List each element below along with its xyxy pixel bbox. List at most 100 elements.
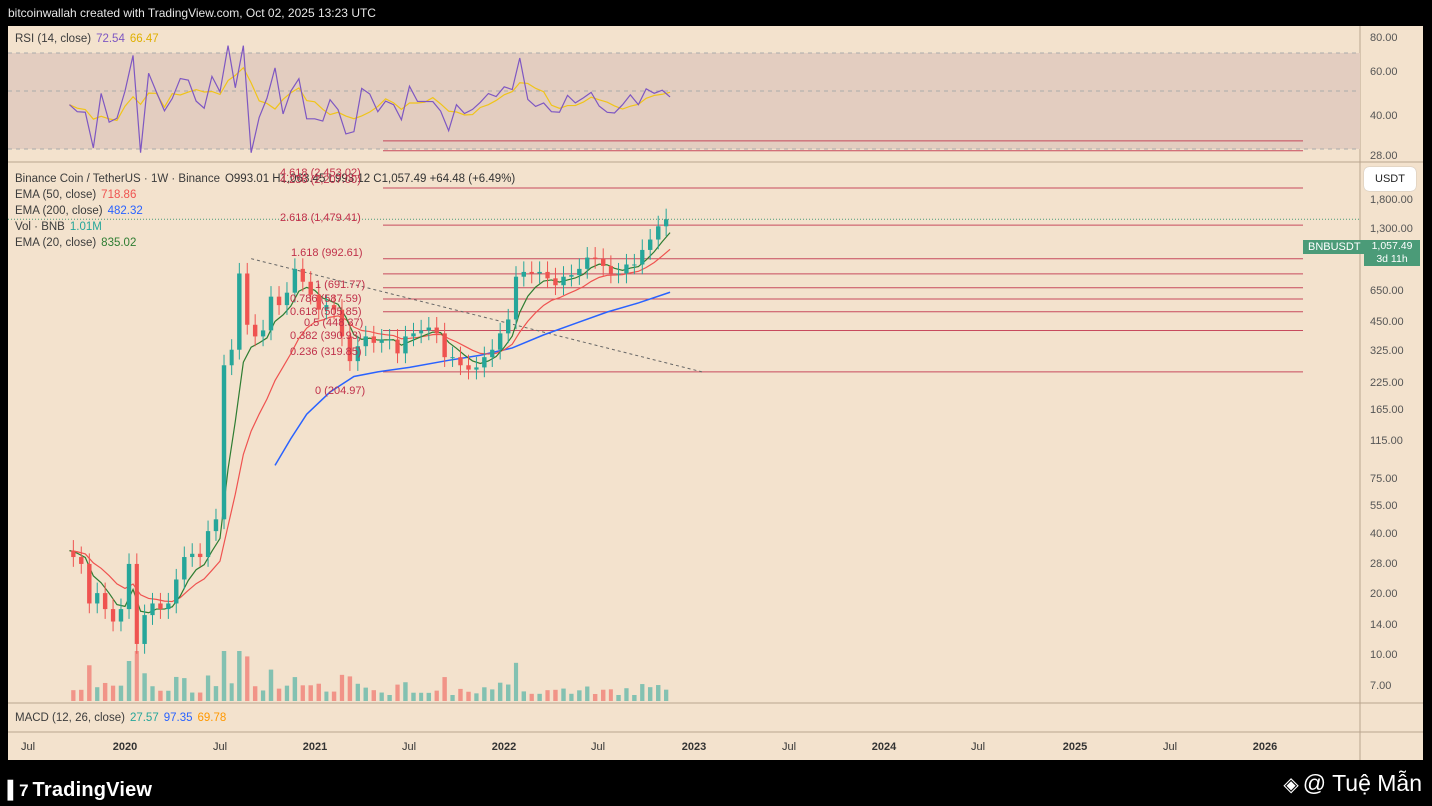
volume-bar <box>197 692 203 701</box>
ema200-legend[interactable]: EMA (200, close) 482.32 <box>15 204 148 218</box>
candle <box>284 292 290 306</box>
candle <box>300 268 305 282</box>
fib-label-4236: 4.236 (2,207.00) <box>280 174 361 186</box>
footer: ▍7 TradingView ◈ @ Tuệ Mẫn <box>0 760 1432 806</box>
symbol-legend[interactable]: Binance Coin / TetherUS · 1W · Binance O9… <box>15 172 520 186</box>
price-tick: 225.00 <box>1370 377 1404 389</box>
candle <box>71 550 76 558</box>
symbol-name: Binance Coin / TetherUS · 1W · Binance <box>15 173 220 185</box>
rsi-tick-80: 80.00 <box>1370 32 1398 44</box>
time-tick: Jul <box>20 741 36 753</box>
chart-area[interactable]: RSI (14, close) 72.54 66.47 Binance Coin /… <box>8 26 1423 760</box>
candle <box>134 563 139 644</box>
chart-canvas[interactable] <box>8 26 1423 760</box>
tradingview-logo[interactable]: ▍7 TradingView <box>8 779 152 802</box>
candle <box>608 265 613 274</box>
volume-legend[interactable]: Vol · BNB 1.01M <box>15 220 107 234</box>
candle <box>577 268 582 276</box>
fib-label-1: 1 (691.77) <box>315 279 366 291</box>
price-tick: 165.00 <box>1370 404 1404 416</box>
macd-legend[interactable]: MACD (12, 26, close) 27.57 97.35 69.78 <box>15 711 231 725</box>
candle <box>403 336 408 354</box>
watermark-text: @ Tuệ Mẫn <box>1302 770 1422 796</box>
candle <box>252 324 258 337</box>
volume-bar <box>497 682 503 701</box>
volume-bar <box>252 686 258 701</box>
volume-bar <box>387 695 392 701</box>
candle <box>419 330 424 334</box>
ema200-line <box>274 291 671 466</box>
tradingview-icon: ▍7 <box>8 781 28 800</box>
volume-bar <box>521 691 527 701</box>
candle <box>316 294 321 310</box>
candle <box>197 553 203 558</box>
ema200-value: 482.32 <box>107 205 143 217</box>
candle <box>331 305 337 310</box>
candle <box>664 219 669 227</box>
volume-bar <box>640 684 645 701</box>
volume-bar <box>585 686 590 701</box>
price-tick: 55.00 <box>1370 500 1398 512</box>
candle <box>521 271 527 277</box>
volume-bar <box>608 689 613 701</box>
volume-bar <box>260 690 266 701</box>
volume-bar <box>656 685 661 701</box>
last-price-tag: 1,057.49 3d 11h <box>1364 240 1420 266</box>
candle <box>95 593 100 604</box>
ohlc-readout: O993.01 H1,063.45 L993.12 C1,057.49 +64.… <box>224 173 516 185</box>
macd-label: MACD (12, 26, close) <box>15 712 125 724</box>
time-tick: 2022 <box>491 741 517 753</box>
ema20-legend[interactable]: EMA (20, close) 835.02 <box>15 236 141 250</box>
price-tick: 1,800.00 <box>1370 194 1413 206</box>
candle <box>497 333 503 350</box>
bnb-icon: ◈ <box>1283 774 1299 796</box>
candle <box>229 349 234 366</box>
volume-bar <box>79 689 84 701</box>
candle <box>442 333 447 358</box>
candle <box>268 296 274 331</box>
volume-bar <box>426 692 432 701</box>
volume-bar <box>506 684 511 701</box>
candle <box>624 264 629 274</box>
time-tick: Jul <box>1162 741 1178 753</box>
volume-bar <box>450 695 455 701</box>
volume-bar <box>166 690 171 701</box>
candle <box>142 615 147 644</box>
volume-bar <box>458 688 463 701</box>
author-watermark: ◈ @ Tuệ Mẫn <box>1283 770 1422 797</box>
ema50-value: 718.86 <box>101 189 137 201</box>
candle <box>450 357 455 359</box>
volume-label: Vol · BNB <box>15 221 65 233</box>
candle <box>585 257 590 269</box>
last-price: 1,057.49 <box>1371 240 1413 252</box>
volume-bar <box>276 688 282 701</box>
volume-bar <box>316 683 321 701</box>
ema50-legend[interactable]: EMA (50, close) 718.86 <box>15 188 141 202</box>
candle <box>458 357 463 366</box>
currency-unit-button[interactable]: USDT <box>1364 167 1416 191</box>
candle <box>79 557 84 564</box>
volume-bar <box>624 688 629 701</box>
candle <box>395 339 400 354</box>
volume-bar <box>308 685 313 701</box>
volume-bar <box>102 682 108 701</box>
candle <box>379 339 384 343</box>
time-tick: Jul <box>781 741 797 753</box>
volume-bar <box>237 651 242 701</box>
rsi-legend[interactable]: RSI (14, close) 72.54 66.47 <box>15 32 164 46</box>
volume-bar <box>577 690 582 701</box>
price-tick: 10.00 <box>1370 649 1398 661</box>
price-tick: 75.00 <box>1370 473 1398 485</box>
volume-bar <box>490 689 495 701</box>
candle <box>387 339 392 341</box>
fib-label-4618: 4.618 (2,453.02) <box>280 167 361 179</box>
volume-bar <box>379 692 384 701</box>
volume-bar <box>664 689 669 701</box>
candle <box>513 276 519 320</box>
volume-bar <box>174 676 179 701</box>
candle <box>102 593 108 610</box>
volume-bar <box>529 693 534 701</box>
candle <box>158 603 163 610</box>
candle <box>221 365 227 520</box>
rsi-value: 72.54 <box>96 33 125 45</box>
